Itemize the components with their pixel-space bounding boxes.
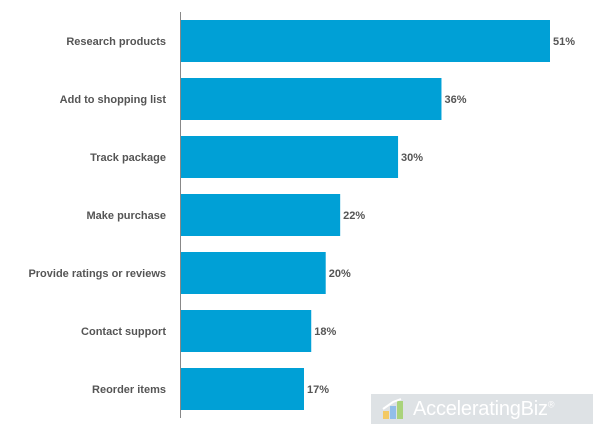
value-label-2: 30%: [401, 152, 423, 164]
bar-2: [181, 136, 399, 178]
category-label-5: Contact support: [81, 326, 166, 338]
category-label-2: Track package: [90, 152, 166, 164]
acceleratingbiz-watermark: AcceleratingBiz®: [371, 394, 593, 424]
value-label-5: 18%: [314, 326, 336, 338]
watermark-name: AcceleratingBiz: [413, 397, 548, 420]
bars-layer: Research products 51% Add to shopping list…: [28, 20, 575, 410]
watermark-text: AcceleratingBiz®: [413, 398, 554, 421]
value-label-0: 51%: [553, 36, 575, 48]
watermark-registered-mark: ®: [547, 398, 555, 409]
value-label-1: 36%: [444, 94, 466, 106]
value-label-4: 20%: [329, 268, 351, 280]
bar-5: [181, 310, 312, 352]
category-label-0: Research products: [66, 36, 166, 48]
value-label-3: 22%: [343, 210, 365, 222]
category-label-3: Make purchase: [87, 210, 166, 222]
acceleratingbiz-logo-icon: [382, 398, 403, 419]
bar-3: [181, 194, 341, 236]
bar-6: [181, 368, 304, 410]
bar-1: [181, 78, 442, 120]
category-label-4: Provide ratings or reviews: [28, 268, 166, 280]
value-label-6: 17%: [307, 384, 329, 396]
category-label-6: Reorder items: [92, 384, 166, 396]
bar-4: [181, 252, 326, 294]
bar-0: [181, 20, 550, 62]
category-label-1: Add to shopping list: [60, 94, 167, 106]
